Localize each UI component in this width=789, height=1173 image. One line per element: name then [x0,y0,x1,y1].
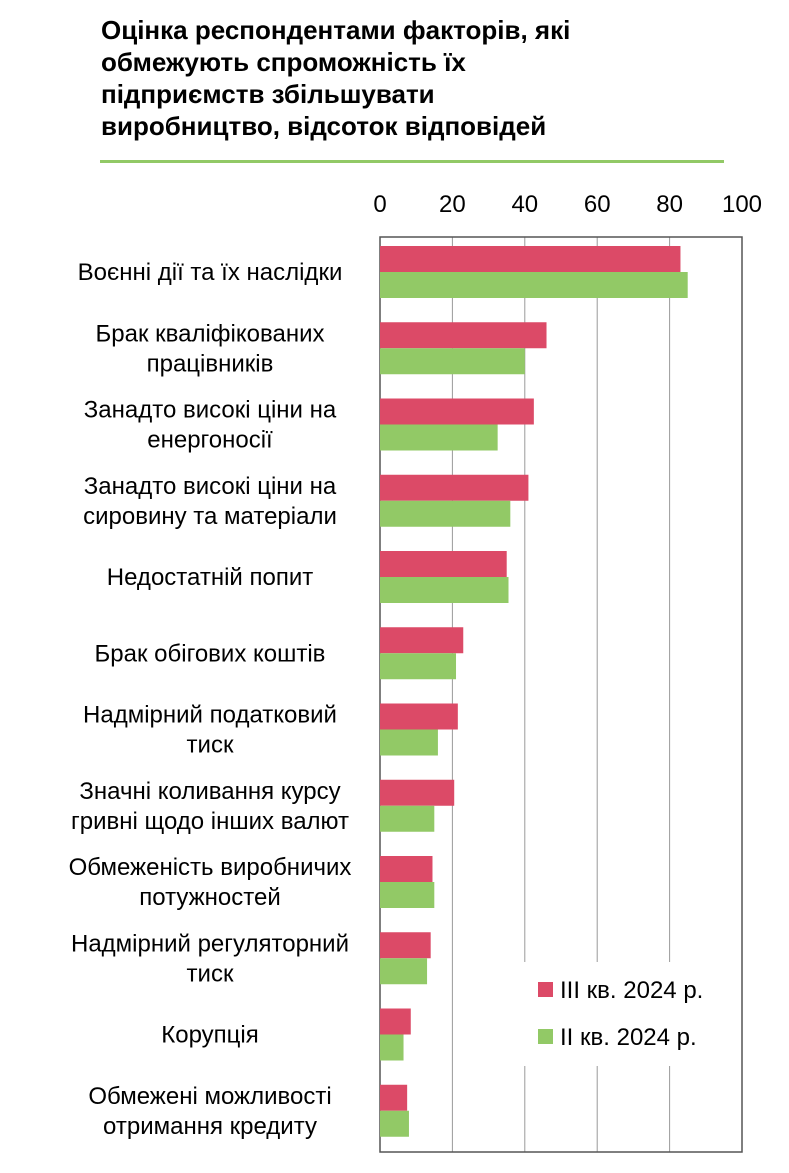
category-label: Брак кваліфікованих працівників [96,320,325,377]
category-label: Занадто високі ціни на енергоносії [84,397,337,454]
bar-q3 [380,322,547,349]
bar-q3 [380,246,681,272]
category-label: Обмежені можливості отримання кредиту [88,1083,331,1140]
category-label: Корупція [161,1022,258,1049]
bar-q3 [380,932,431,959]
bar-q3 [380,474,529,501]
bar-q3 [380,779,455,806]
bar-q2 [380,729,438,756]
bar-q3 [380,856,433,882]
x-tick-label: 40 [511,191,538,218]
category-label: Брак обігових коштів [95,640,326,667]
category-label: Надмірний податковий тиск [83,702,337,759]
bar-q2 [380,500,511,527]
category-label: Занадто високі ціни на сировину та матері… [83,473,337,530]
bar-q2 [380,1110,409,1137]
legend-swatch [538,982,553,997]
legend-label: II кв. 2024 р. [560,1024,697,1051]
category-label: Значні коливання курсу гривні щодо інших … [71,778,349,835]
plot-frame [379,236,743,1153]
category-label: Недостатній попит [107,564,313,591]
bar-q2 [380,653,457,680]
category-label: Воєнні дії та їх наслідки [78,259,343,286]
legend-label: III кв. 2024 р. [560,977,703,1004]
x-tick-label: 100 [722,191,762,218]
bar-q2 [380,424,498,451]
bar-q3 [380,1008,411,1035]
x-tick-label: 20 [439,191,466,218]
legend-swatch [538,1029,553,1044]
bar-q2 [380,1034,404,1061]
x-tick-label: 80 [656,191,683,218]
chart-title: Оцінка респондентами факторів, які обмеж… [101,15,571,141]
bar-q2 [380,272,688,298]
bar-q2 [380,577,509,603]
bar-q3 [380,398,534,425]
bar-q2 [380,882,435,908]
x-tick-label: 0 [373,191,386,218]
bar-q2 [380,805,435,832]
bar-q3 [380,703,458,730]
bar-q3 [380,551,507,577]
bar-q3 [380,1084,408,1111]
category-label: Надмірний регуляторний тиск [71,930,349,987]
bar-q2 [380,958,428,985]
legend-box [522,962,732,1066]
bar-q2 [380,348,525,375]
x-tick-label: 60 [584,191,611,218]
category-label: Обмеженість виробничих потужностей [69,854,352,911]
title-underline [100,160,724,163]
bar-q3 [380,627,464,654]
